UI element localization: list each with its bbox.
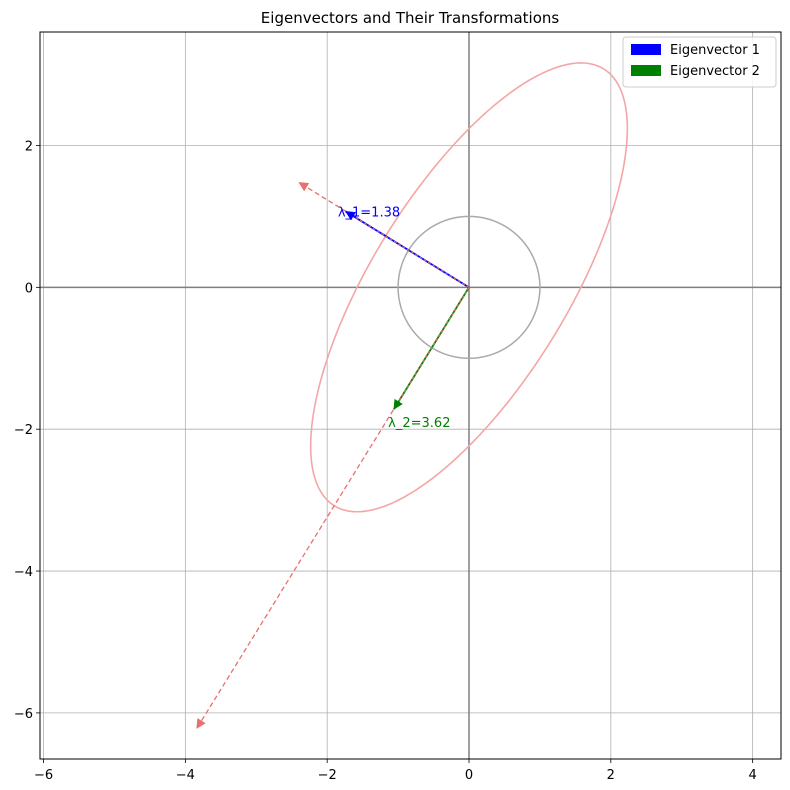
eigenvalue-label-2: λ_2=3.62 <box>388 416 450 431</box>
eigenvalue-label-1: λ_1=1.38 <box>338 205 400 220</box>
y-ticks: −6 −4 −2 0 2 <box>14 139 40 722</box>
legend-swatch-2 <box>631 65 661 76</box>
y-tick-label: 0 <box>25 281 33 296</box>
eigenvector-overlay-1 <box>345 211 470 288</box>
x-tick-label: 0 <box>465 768 473 783</box>
legend-label-2: Eigenvector 2 <box>670 64 760 79</box>
y-tick-label: −4 <box>14 565 33 580</box>
transformed-arrowhead-1 <box>298 182 310 192</box>
plot-background <box>40 32 781 759</box>
legend-swatch-1 <box>631 44 661 55</box>
eigenvector-arrowhead-1 <box>345 211 357 221</box>
x-tick-label: −6 <box>34 768 53 783</box>
y-tick-label: 2 <box>25 139 33 154</box>
y-tick-label: −2 <box>14 423 33 438</box>
x-tick-label: 4 <box>748 768 756 783</box>
x-tick-label: −2 <box>318 768 337 783</box>
x-ticks: −6 −4 −2 0 2 4 <box>34 759 757 783</box>
legend: Eigenvector 1 Eigenvector 2 <box>622 36 777 88</box>
chart-title: Eigenvectors and Their Transformations <box>261 9 560 27</box>
legend-label-1: Eigenvector 1 <box>670 43 760 58</box>
zero-axes <box>40 32 781 759</box>
legend-box <box>622 36 777 88</box>
y-tick-label: −6 <box>14 707 33 722</box>
eigenvector-overlay-2 <box>393 287 470 410</box>
x-tick-label: 2 <box>607 768 615 783</box>
transformed-vector-2 <box>196 286 470 729</box>
plot-shapes <box>309 62 629 513</box>
transformed-arrowhead-2 <box>196 718 206 729</box>
unit-circle <box>397 215 541 360</box>
x-tick-label: −4 <box>176 768 195 783</box>
annotations: λ_1=1.38 λ_2=3.62 <box>338 205 451 431</box>
eigenvector-arrowhead-2 <box>393 398 403 410</box>
plot-frame <box>39 31 782 760</box>
transformed-ellipse <box>309 62 629 513</box>
vectors <box>196 181 470 729</box>
